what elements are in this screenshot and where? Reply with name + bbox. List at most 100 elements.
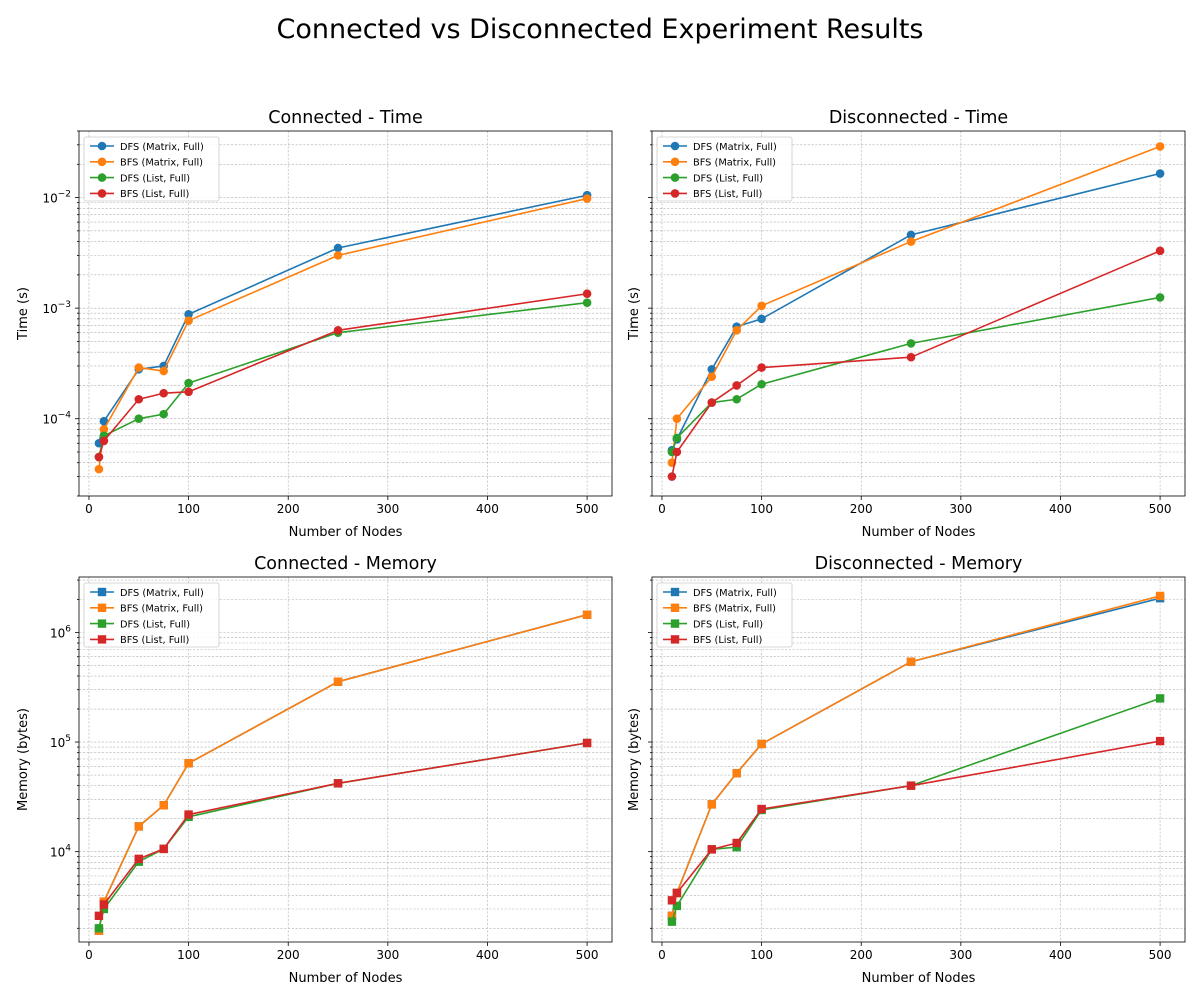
x-tick-label: 500 [576,502,599,516]
data-point [906,781,916,790]
data-point [333,326,343,335]
data-point [667,896,677,905]
data-point [672,414,682,424]
data-point [134,394,144,404]
x-tick-label: 200 [277,948,300,962]
data-point [184,378,193,388]
data-point [757,314,766,324]
data-point [732,394,741,404]
chart-title: Connected - Memory [254,554,437,574]
data-point [333,243,343,253]
data-point [134,363,144,372]
data-point [672,433,682,443]
y-tick-label: 105 [50,734,71,750]
series-group [667,142,1165,481]
data-point [906,237,916,246]
data-point [757,739,766,749]
legend-marker [670,619,680,628]
legend-entry-label: DFS (List, Full) [693,173,763,184]
data-point [99,900,109,909]
y-tick-label: 106 [50,624,71,640]
y-tick-label: 10−3 [42,300,71,316]
x-tick-label: 400 [476,948,499,962]
data-point [582,610,592,619]
legend-entry-label: BFS (List, Full) [693,189,762,200]
data-point [667,917,677,926]
legend-entry-label: BFS (Matrix, Full) [120,604,203,615]
legend-marker [670,141,680,151]
data-point [94,464,104,474]
x-tick-label: 0 [85,948,93,962]
y-axis-label: Memory (bytes) [16,708,31,811]
legend-entry-label: DFS (List, Full) [693,619,763,630]
data-point [672,447,682,457]
legend-entry-label: BFS (Matrix, Full) [120,158,203,169]
y-tick-label: 10−2 [42,190,71,206]
legend-entry-label: BFS (Matrix, Full) [693,158,776,169]
data-point [757,379,766,389]
data-point [94,924,104,933]
data-point [184,759,193,768]
x-tick-label: 400 [476,502,499,516]
chart-panel-1: 0 100 200 300 400 500 10−4 10−3 10−2 Connected - … [16,108,613,540]
x-tick-label: 0 [658,948,666,962]
x-tick-label: 500 [1149,502,1172,516]
series-group [94,610,592,935]
legend-marker [97,635,107,644]
data-point [333,779,343,788]
legend-marker [670,587,680,597]
data-point [99,416,109,426]
data-point [159,844,168,854]
legend-marker [97,587,107,597]
chart-title: Disconnected - Time [829,108,1008,128]
x-tick-label: 100 [177,502,200,516]
legend-marker [670,635,680,644]
data-point [1155,169,1165,178]
legend-entry-label: DFS (List, Full) [120,619,190,630]
data-point [159,801,168,810]
x-tick-label: 100 [177,948,200,962]
data-point [707,398,717,407]
data-point [707,800,716,809]
legend-entry-label: BFS (Matrix, Full) [693,604,776,615]
data-point [1155,293,1165,302]
legend-marker [670,173,680,182]
data-point [906,352,916,362]
x-tick-label: 200 [277,502,300,516]
data-point [94,452,104,462]
series-group [667,591,1165,926]
data-point [184,810,193,819]
data-point [667,472,677,481]
data-point [1155,736,1165,746]
data-point [707,845,716,854]
legend-marker [97,189,107,198]
legend-box [83,582,220,648]
x-tick-label: 300 [376,502,399,516]
grid-lines [79,577,612,942]
series-group [94,190,592,474]
legend-entry-label: DFS (Matrix, Full) [120,142,204,153]
y-axis-label: Time (s) [16,287,31,341]
y-axis-label: Memory (bytes) [627,708,642,811]
x-tick-label: 300 [949,502,972,516]
data-point [582,289,592,299]
x-tick-label: 400 [1049,948,1072,962]
data-point [1155,142,1165,151]
data-point [159,366,168,376]
legend-marker [97,603,107,612]
legend: DFS (Matrix, Full) BFS (Matrix, Full) DFS … [83,136,220,202]
legend-marker [97,157,107,167]
legend-marker [670,603,680,612]
data-point [732,838,741,848]
data-point [757,363,766,372]
axes-frame [651,576,1186,943]
legend: DFS (Matrix, Full) BFS (Matrix, Full) DFS … [83,582,220,648]
data-point [99,425,109,434]
data-point [159,409,168,419]
legend-marker [670,157,680,167]
data-point [184,309,193,319]
data-point [672,888,682,898]
legend-entry-label: DFS (List, Full) [120,173,190,184]
legend-marker [97,141,107,151]
